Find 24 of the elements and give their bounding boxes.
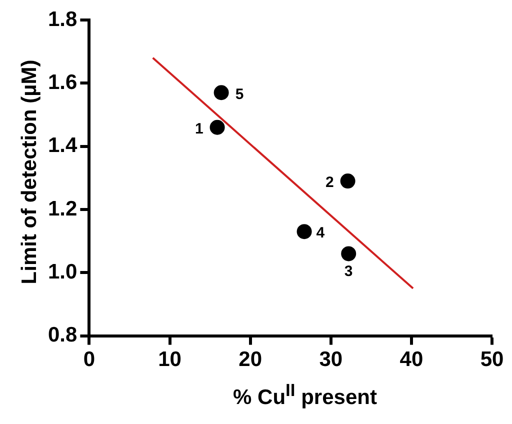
y-tick-label: 1.6	[48, 70, 78, 94]
y-tick-label: 0.8	[48, 324, 78, 347]
x-tick-label: 50	[480, 348, 504, 372]
point	[296, 224, 312, 240]
point	[340, 174, 356, 189]
x-tick-label: 30	[319, 348, 343, 372]
annotation: 2	[325, 174, 334, 192]
point	[214, 85, 229, 100]
x-tick-label: 0	[83, 348, 96, 372]
y-axis-title: Limit of detection (µM)	[18, 58, 42, 286]
point	[210, 120, 225, 135]
annotation: 4	[316, 224, 326, 242]
annotation: 5	[235, 86, 244, 103]
annotation: 3	[344, 262, 353, 280]
y-tick-label: 1.4	[48, 134, 78, 158]
point	[341, 246, 356, 262]
y-tick-label: 1.0	[48, 260, 78, 284]
y-tick-label: 1.2	[48, 197, 78, 220]
x-tick-label: 20	[238, 348, 262, 372]
x-axis-title: % Cu$^{II}$ present	[232, 380, 378, 410]
y-tick-label: 1.8	[48, 8, 78, 31]
annotation: 1	[194, 120, 204, 138]
x-tick-label: 40	[400, 348, 424, 372]
x-tick-label: 10	[158, 348, 182, 372]
